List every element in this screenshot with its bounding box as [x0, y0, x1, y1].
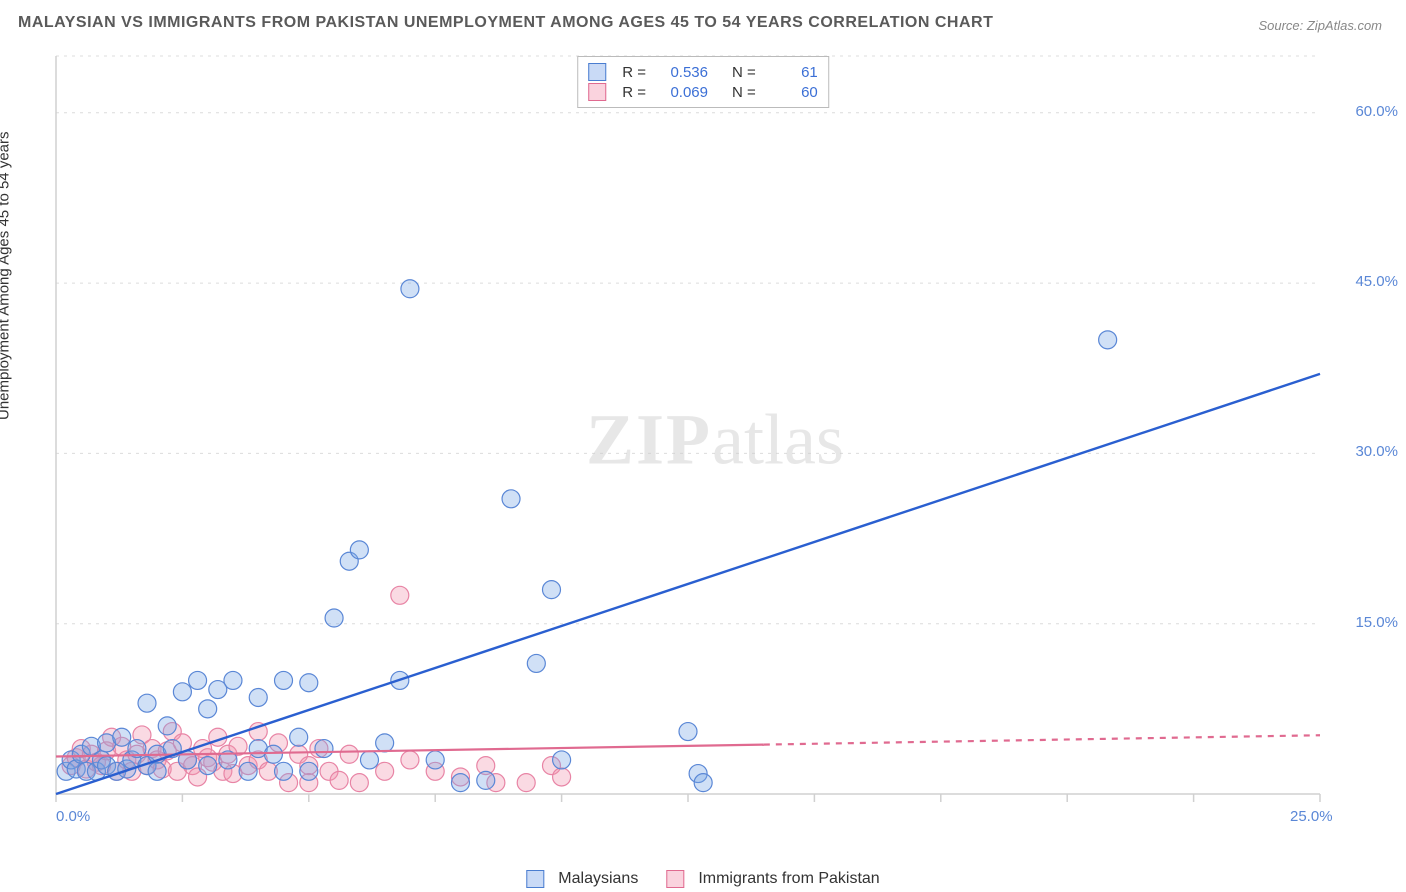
legend-r-value: 0.069 — [656, 84, 708, 101]
legend-top: R = 0.536 N = 61 R = 0.069 N = 60 — [577, 56, 829, 108]
y-tick-label: 45.0% — [1355, 273, 1398, 290]
chart-area: ZIPatlas — [50, 50, 1380, 830]
legend-swatch-pink-icon — [666, 870, 684, 888]
y-tick-label: 60.0% — [1355, 103, 1398, 120]
legend-swatch-blue-icon — [526, 870, 544, 888]
legend-top-row-0: R = 0.536 N = 61 — [588, 63, 818, 81]
legend-n-label: N = — [732, 84, 756, 101]
legend-n-value: 60 — [766, 84, 818, 101]
source-label: Source: ZipAtlas.com — [1258, 18, 1382, 33]
y-tick-label: 30.0% — [1355, 443, 1398, 460]
x-tick-label: 25.0% — [1290, 808, 1333, 825]
legend-bottom: Malaysians Immigrants from Pakistan — [526, 870, 879, 888]
y-axis-label: Unemployment Among Ages 45 to 54 years — [0, 131, 13, 420]
legend-n-label: N = — [732, 64, 756, 81]
legend-bottom-label: Immigrants from Pakistan — [698, 870, 879, 888]
legend-swatch-pink-icon — [588, 83, 606, 101]
legend-top-row-1: R = 0.069 N = 60 — [588, 83, 818, 101]
legend-bottom-label: Malaysians — [558, 870, 638, 888]
y-tick-label: 15.0% — [1355, 614, 1398, 631]
legend-n-value: 61 — [766, 64, 818, 81]
x-tick-label: 0.0% — [56, 808, 90, 825]
chart-title: MALAYSIAN VS IMMIGRANTS FROM PAKISTAN UN… — [18, 14, 993, 32]
legend-r-value: 0.536 — [656, 64, 708, 81]
legend-r-label: R = — [622, 84, 646, 101]
legend-bottom-item-1: Immigrants from Pakistan — [666, 870, 879, 888]
legend-bottom-item-0: Malaysians — [526, 870, 638, 888]
chart-svg — [50, 50, 1380, 830]
legend-r-label: R = — [622, 64, 646, 81]
legend-swatch-blue-icon — [588, 63, 606, 81]
